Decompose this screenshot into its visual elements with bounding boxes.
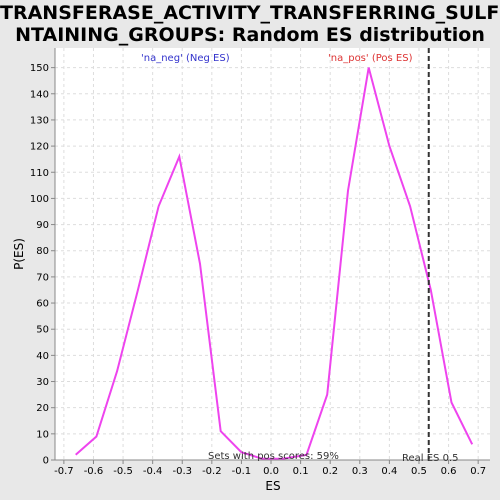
- x-tick-label: -0.3: [172, 466, 192, 477]
- x-axis-ticks: -0.7 -0.6 -0.5 -0.4 -0.3 -0.2 -0.1 0.0 0.1 0.2 0.3…: [54, 460, 486, 477]
- y-tick-label: 60: [36, 299, 49, 310]
- y-tick-label: 20: [36, 403, 49, 414]
- x-tick-label: 0.1: [293, 466, 309, 477]
- x-tick-label: -0.1: [232, 466, 252, 477]
- chart-title-line-2: NTAINING_GROUPS: Random ES distribution: [15, 24, 485, 46]
- y-tick-label: 50: [36, 325, 49, 336]
- y-tick-label: 100: [30, 194, 49, 205]
- y-tick-label: 90: [36, 220, 49, 231]
- neg-es-label: 'na_neg' (Neg ES): [141, 53, 230, 64]
- x-axis-label: ES: [265, 479, 280, 493]
- x-tick-label: 0.5: [411, 466, 427, 477]
- x-tick-label: -0.2: [202, 466, 222, 477]
- y-tick-label: 140: [30, 89, 49, 100]
- x-tick-label: 0.3: [352, 466, 368, 477]
- x-tick-label: -0.6: [84, 466, 104, 477]
- x-tick-label: -0.7: [54, 466, 74, 477]
- y-axis-ticks: 0 10 20 30 40 50 60 70 80 90 100 110 120 130 140 150: [30, 63, 55, 467]
- y-tick-label: 110: [30, 168, 49, 179]
- y-tick-label: 120: [30, 142, 49, 153]
- real-es-label: Real ES 0.5: [402, 453, 458, 464]
- x-tick-label: 0.7: [470, 466, 486, 477]
- y-tick-label: 130: [30, 115, 49, 126]
- y-tick-label: 0: [43, 456, 49, 467]
- x-tick-label: -0.5: [113, 466, 133, 477]
- sets-pos-scores-label: Sets with pos scores: 59%: [208, 451, 339, 462]
- pos-es-label: 'na_pos' (Pos ES): [328, 53, 413, 64]
- plot-area: [55, 48, 490, 460]
- chart-title: TRANSFERASE_ACTIVITY_TRANSFERRING_SULFUR…: [0, 0, 500, 46]
- y-axis-label: P(ES): [12, 238, 26, 270]
- chart-title-line-1: TRANSFERASE_ACTIVITY_TRANSFERRING_SULFUR…: [0, 2, 500, 24]
- y-tick-label: 10: [36, 429, 49, 440]
- x-tick-label: 0.6: [441, 466, 457, 477]
- x-tick-label: 0.4: [381, 466, 397, 477]
- y-tick-label: 150: [30, 63, 49, 74]
- x-tick-label: -0.4: [143, 466, 163, 477]
- x-tick-label: 0.2: [322, 466, 338, 477]
- y-tick-label: 70: [36, 272, 49, 283]
- x-tick-label: 0.0: [263, 466, 279, 477]
- y-tick-label: 40: [36, 351, 49, 362]
- series-line: [75, 67, 474, 460]
- y-tick-label: 80: [36, 246, 49, 257]
- y-tick-label: 30: [36, 377, 49, 388]
